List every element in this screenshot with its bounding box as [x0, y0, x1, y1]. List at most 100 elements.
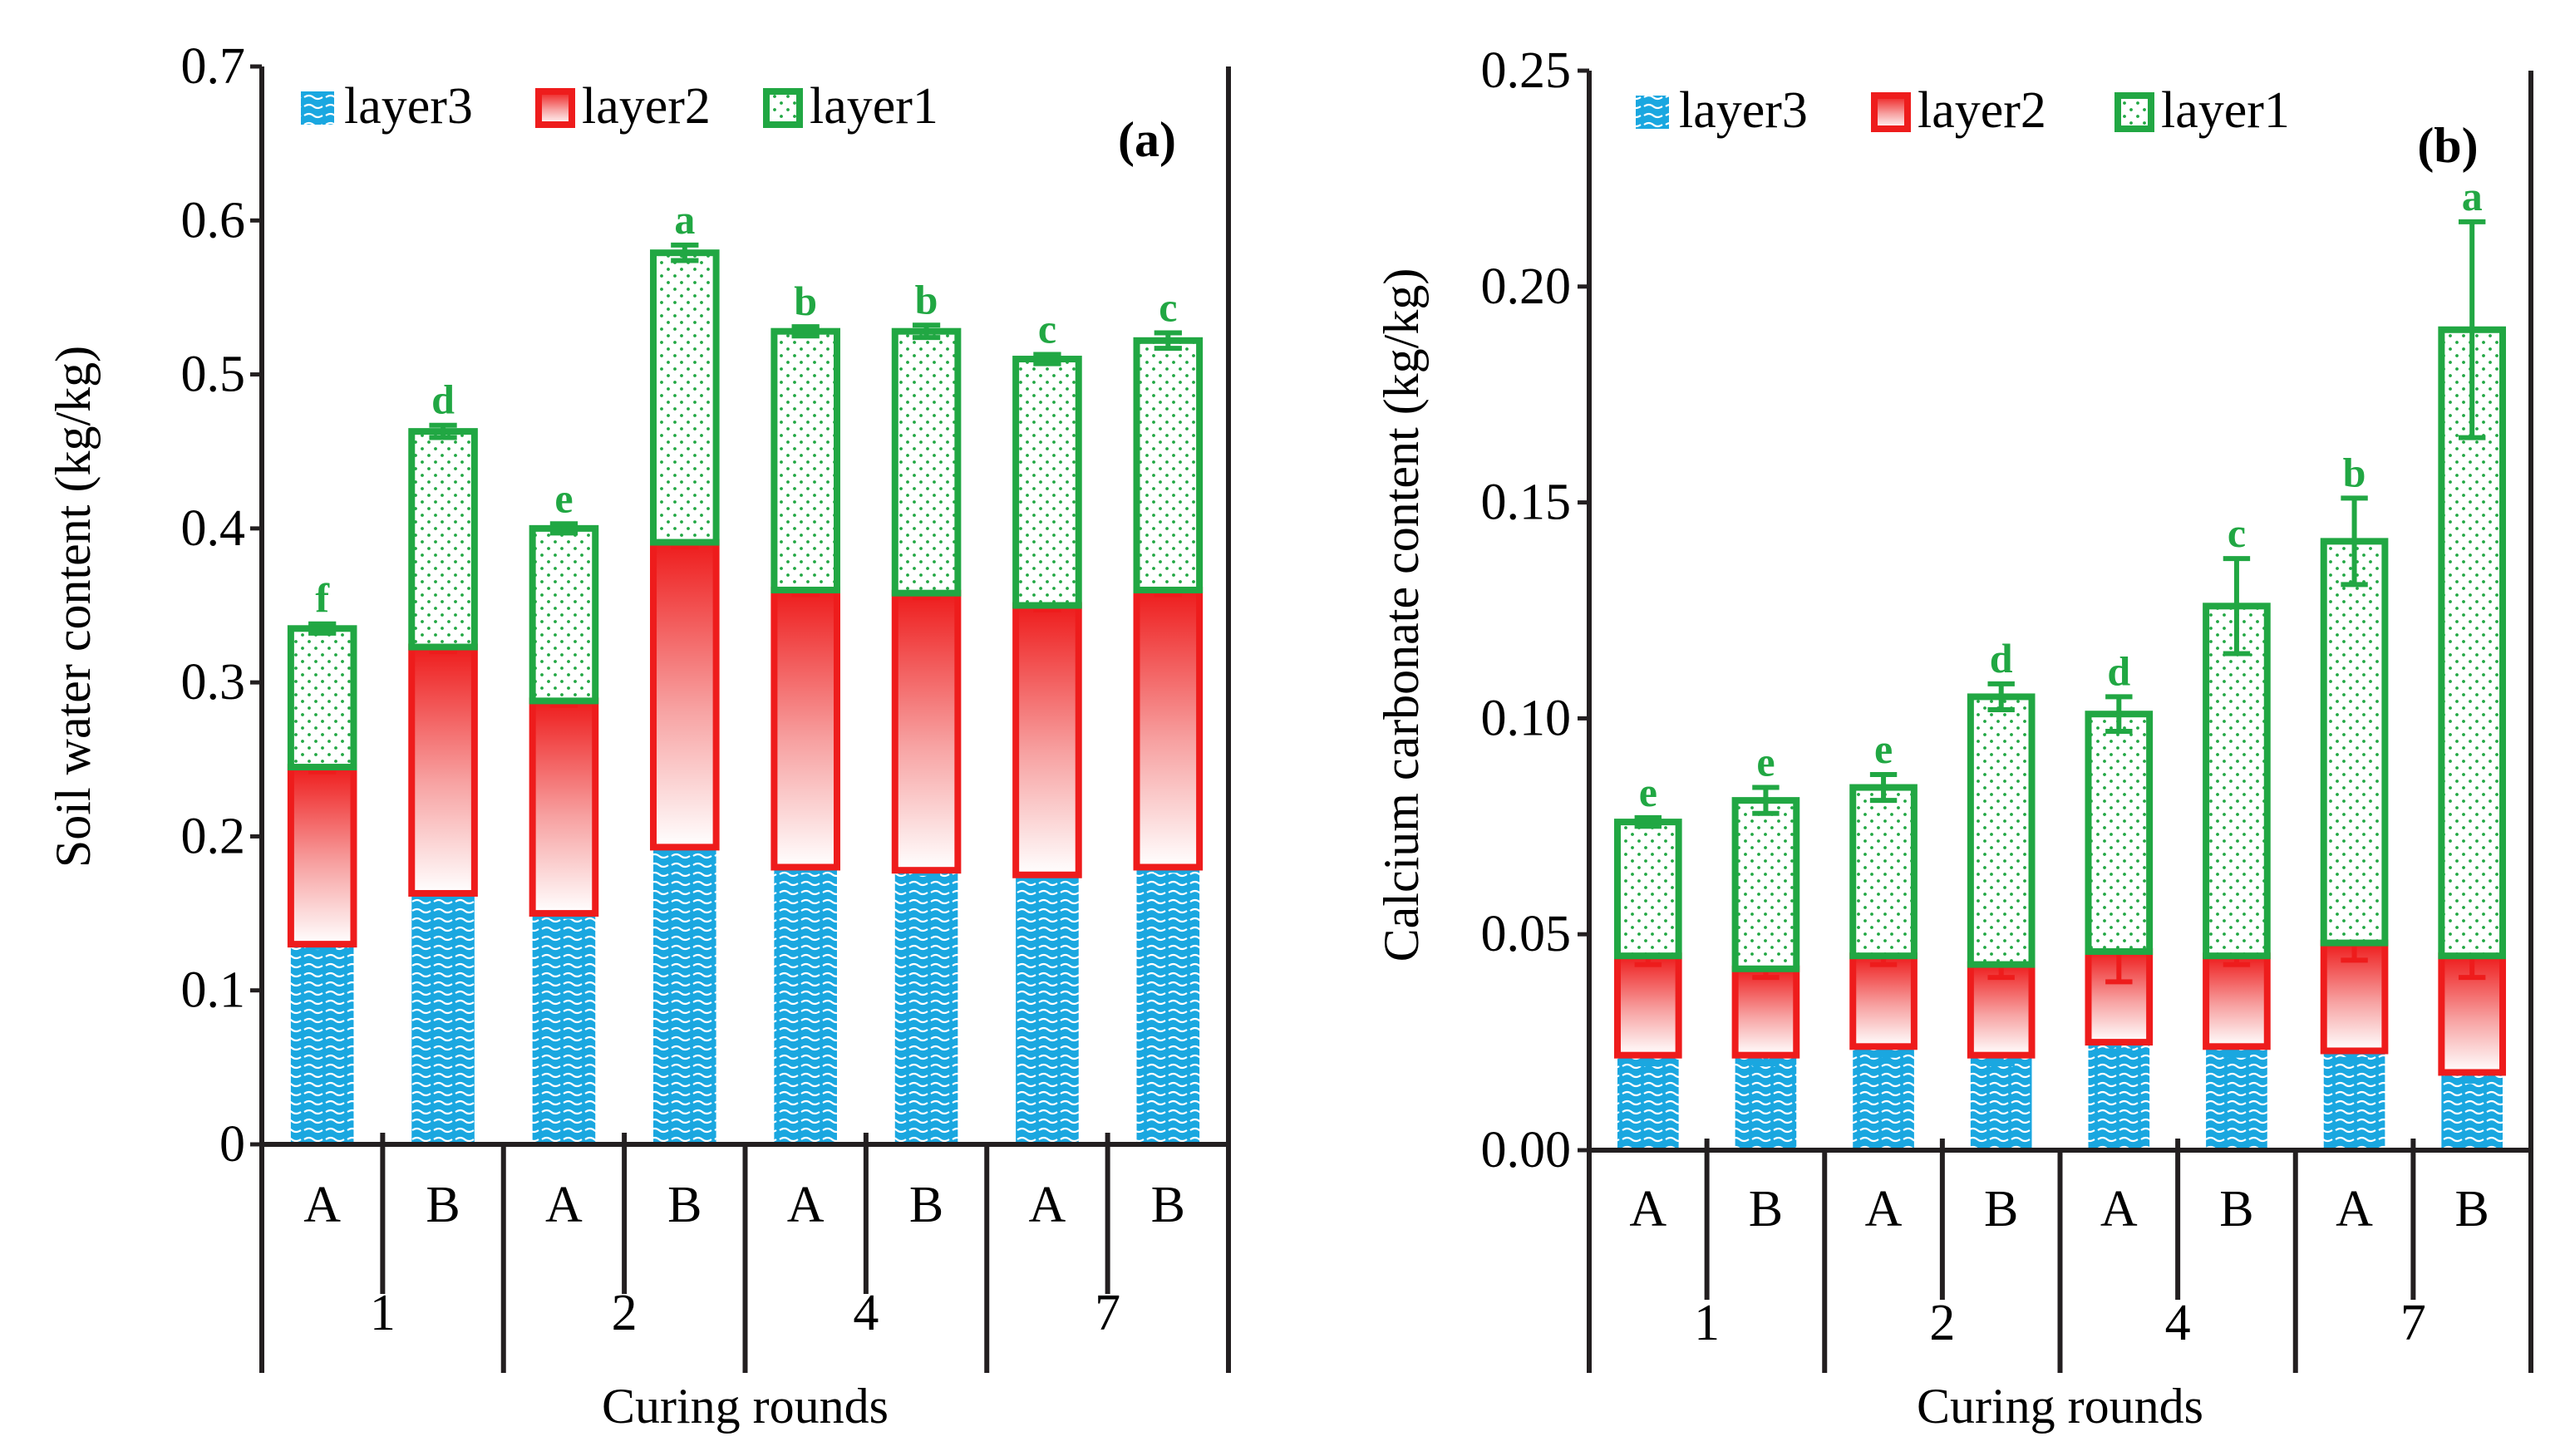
y-tick-label: 0.15	[1481, 475, 1572, 531]
bar-layer1	[1849, 784, 1918, 960]
bar-layer1	[1133, 337, 1204, 593]
significance-letter-layer1: e	[1756, 739, 1775, 785]
y-tick-label: 0.6	[181, 192, 246, 248]
category-label: B	[1984, 1181, 2018, 1237]
significance-letter-layer1: d	[1990, 635, 2013, 681]
bar-layer1	[891, 327, 962, 597]
category-label: B	[2455, 1181, 2489, 1237]
bar-layer2	[1849, 952, 1918, 1050]
bar-layer2	[2203, 952, 2271, 1050]
y-tick-label: 0.7	[181, 38, 246, 95]
y-tick-label: 0.25	[1481, 42, 1572, 99]
y-tick-label: 0.20	[1481, 258, 1572, 315]
category-label: A	[1865, 1181, 1903, 1237]
category-label: B	[909, 1177, 943, 1233]
category-label: A	[1629, 1181, 1666, 1237]
y-tick-label: 0.2	[181, 808, 246, 864]
group-label: 4	[853, 1285, 879, 1341]
group-label: 1	[370, 1285, 396, 1341]
bar-layer2	[891, 589, 962, 874]
group-label: 7	[1095, 1285, 1120, 1341]
bar-layer1	[650, 249, 720, 546]
y-axis-title: Soil water content (kg/kg)	[46, 346, 101, 868]
bar-layer2	[408, 643, 478, 897]
significance-letter-layer1: a	[2462, 173, 2483, 219]
bar-layer1	[1613, 819, 1682, 960]
category-label: B	[667, 1177, 702, 1233]
bar-layer2	[1731, 965, 1800, 1059]
category-label: A	[2100, 1181, 2138, 1237]
bar-layer2	[650, 539, 720, 851]
significance-letter-layer1: c	[1159, 284, 1177, 331]
significance-letter-layer1: f	[315, 575, 330, 622]
bar-layer2	[287, 764, 357, 948]
y-tick-label: 0.00	[1481, 1122, 1572, 1178]
category-label: B	[1151, 1177, 1185, 1233]
category-label: A	[545, 1177, 583, 1233]
bar-layer3	[2088, 1042, 2150, 1150]
legend-swatch-layer1	[763, 88, 803, 128]
group-label: 7	[2400, 1295, 2426, 1351]
x-axis-title: Curing rounds	[602, 1379, 889, 1434]
bar-layer2	[1012, 602, 1082, 878]
legend-label-layer1: layer1	[810, 78, 938, 135]
category-label: B	[1749, 1181, 1783, 1237]
legend-label-layer3: layer3	[1679, 82, 1808, 139]
category-label: A	[303, 1177, 341, 1233]
bar-layer3	[2206, 1046, 2267, 1150]
bar-layer3	[532, 913, 596, 1144]
panel-label-b: (b)	[2417, 118, 2478, 173]
bar-layer3	[411, 893, 475, 1144]
legend-swatch-layer3	[1636, 96, 1669, 129]
bar-layer3	[1136, 867, 1200, 1144]
chart-panel-b: 0.000.050.100.150.200.25aaeaaeaaeaadaada…	[1374, 42, 2533, 1434]
significance-letter-layer1: b	[794, 278, 817, 324]
legend-swatch-layer1	[2114, 92, 2154, 132]
y-tick-label: 0	[219, 1116, 245, 1173]
legend-swatch-layer2	[535, 88, 575, 128]
bar-layer1	[1731, 797, 1800, 972]
significance-letter-layer1: d	[2107, 647, 2130, 694]
bar-layer3	[1016, 874, 1079, 1144]
y-axis-title: Calcium carbonate content (kg/kg)	[1374, 268, 1429, 962]
significance-letter-layer1: e	[554, 475, 573, 521]
legend-label-layer2: layer2	[1918, 82, 2046, 139]
category-label: B	[426, 1177, 460, 1233]
legend-swatch-layer2	[1871, 92, 1911, 132]
significance-letter-layer1: a	[674, 196, 695, 243]
bar-layer3	[1853, 1046, 1914, 1150]
bar-layer1	[2203, 603, 2271, 960]
bar-layer3	[1735, 1055, 1797, 1150]
bar-layer1	[1967, 693, 2036, 968]
y-tick-label: 0.3	[181, 654, 246, 711]
legend-label-layer1: layer1	[2161, 82, 2290, 139]
bar-layer1	[1012, 356, 1082, 609]
chart-panel-a: 00.10.20.30.40.50.60.7fffdddeeeaaabcbcbb…	[46, 38, 1231, 1434]
bar-layer2	[529, 697, 599, 917]
category-label: B	[2219, 1181, 2253, 1237]
legend-label-layer3: layer3	[344, 78, 473, 135]
group-label: 4	[2165, 1295, 2191, 1351]
y-tick-label: 0.05	[1481, 906, 1572, 962]
y-tick-label: 0.4	[181, 500, 246, 557]
panel-label-a: (a)	[1118, 112, 1176, 167]
bar-layer3	[894, 870, 958, 1144]
bar-layer3	[1617, 1055, 1679, 1150]
category-label: A	[2336, 1181, 2373, 1237]
category-label: A	[787, 1177, 825, 1233]
significance-letter-layer1: d	[431, 376, 455, 423]
bar-layer1	[408, 428, 478, 651]
bar-layer3	[774, 867, 837, 1144]
bar-layer1	[770, 327, 840, 593]
bar-layer3	[2441, 1072, 2503, 1150]
group-label: 2	[612, 1285, 638, 1341]
bar-layer2	[1133, 586, 1204, 871]
significance-letter-layer1: e	[1639, 769, 1657, 815]
legend-label-layer2: layer2	[582, 78, 711, 135]
significance-letter-layer1: b	[2343, 449, 2366, 495]
bar-layer1	[529, 524, 599, 705]
significance-letter-layer1: c	[2228, 509, 2246, 556]
group-label: 2	[1929, 1295, 1955, 1351]
category-label: A	[1029, 1177, 1066, 1233]
bar-layer3	[1970, 1055, 2032, 1150]
